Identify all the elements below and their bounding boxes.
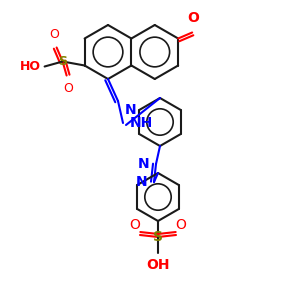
Text: N: N	[137, 157, 149, 171]
Text: HO: HO	[20, 60, 40, 73]
Text: S: S	[58, 55, 67, 68]
Text: S: S	[153, 230, 163, 244]
Text: O: O	[187, 11, 199, 26]
Text: O: O	[50, 28, 60, 41]
Text: O: O	[130, 218, 140, 232]
Text: O: O	[64, 82, 74, 94]
Text: N: N	[125, 103, 136, 117]
Text: O: O	[176, 218, 186, 232]
Text: OH: OH	[146, 258, 170, 272]
Text: N: N	[135, 175, 147, 189]
Text: NH: NH	[130, 116, 153, 130]
